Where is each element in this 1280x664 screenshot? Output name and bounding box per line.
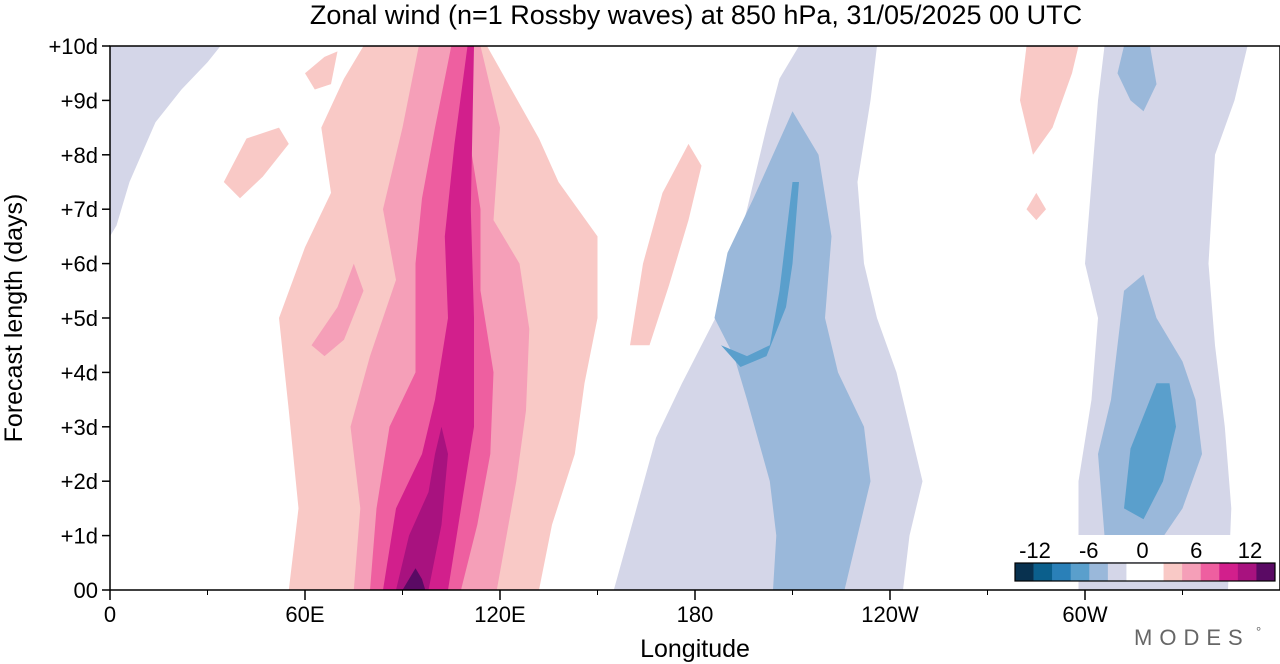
modes-logo: MODES °: [1134, 624, 1261, 650]
x-tick-label: 120E: [474, 602, 525, 627]
contour-fills: [110, 46, 1248, 590]
colorbar-label: -6: [1079, 538, 1099, 563]
positive-anomaly-band-east: [396, 426, 448, 590]
positive-anomaly-dateline: [630, 143, 702, 346]
negative-anomaly-northwest-corner: [110, 46, 221, 237]
positive-anomaly-upper-west: [305, 51, 338, 90]
positive-anomaly-upper-west: [223, 127, 289, 199]
x-axis-title: Longitude: [640, 635, 750, 663]
y-tick-label: +6d: [61, 252, 98, 277]
y-tick-label: +7d: [61, 197, 98, 222]
modes-logo-text: MODES: [1134, 625, 1250, 650]
y-tick-label: +9d: [61, 88, 98, 113]
colorbar-label: -12: [1019, 538, 1051, 563]
y-tick-label: +10d: [48, 34, 98, 59]
colorbar-swatch: [1163, 563, 1183, 581]
colorbar-swatch: [1107, 563, 1127, 581]
negative-anomaly-atlantic: [1124, 383, 1176, 520]
colorbar-label-background: [1012, 535, 1278, 562]
x-tick-label: 0: [104, 602, 116, 627]
colorbar-swatch: [1182, 563, 1202, 581]
colorbar-swatch: [1145, 563, 1164, 581]
positive-anomaly-band-east: [383, 46, 474, 590]
y-tick-label: +8d: [61, 143, 98, 168]
colorbar-swatch: [1219, 563, 1239, 581]
negative-anomaly-central-pacific: [721, 182, 799, 367]
colorbar-swatch: [1089, 563, 1109, 581]
colorbar-swatch: [1237, 563, 1257, 581]
x-tick-label: 120W: [861, 602, 919, 627]
y-tick-label: +2d: [61, 469, 98, 494]
colorbar-swatch: [1052, 563, 1072, 581]
positive-anomaly-far-east: [1020, 46, 1079, 155]
colorbar-label: 0: [1136, 538, 1148, 563]
chart-title: Zonal wind (n=1 Rossby waves) at 850 hPa…: [310, 0, 1082, 30]
colorbar-swatch: [1033, 563, 1053, 581]
colorbar-frame: [1014, 562, 1276, 582]
colorbar-label: 6: [1190, 538, 1202, 563]
positive-anomaly-band-east: [402, 568, 426, 590]
negative-anomaly-central-pacific: [714, 111, 871, 590]
colorbar-swatch: [1256, 563, 1276, 581]
colorbar-swatch: [1015, 563, 1034, 581]
y-axis-title: Forecast length (days): [0, 194, 28, 443]
y-tick-label: +1d: [61, 524, 98, 549]
modes-logo-mark: °: [1256, 624, 1261, 639]
negative-anomaly-atlantic: [1117, 46, 1157, 112]
colorbar-swatch: [1126, 563, 1146, 581]
positive-anomaly-far-east: [1026, 192, 1046, 221]
y-tick-label: +4d: [61, 360, 98, 385]
y-tick-label: 00: [74, 578, 98, 603]
positive-anomaly-upper-west: [311, 263, 364, 357]
colorbar: -12 -6 0 6 12: [1012, 535, 1278, 582]
y-tick-label: +3d: [61, 415, 98, 440]
y-tick-label: +5d: [61, 306, 98, 331]
x-tick-label: 180: [677, 602, 714, 627]
colorbar-swatch: [1070, 563, 1090, 581]
colorbar-label: 12: [1238, 538, 1262, 563]
axis-ticks: 0 60E 120E 180 120W 60W 00 +1d +2d +3d +4d +5d +6d +7…: [48, 34, 1183, 627]
x-tick-label: 60W: [1062, 602, 1107, 627]
x-tick-label: 60E: [285, 602, 324, 627]
colorbar-swatch: [1200, 563, 1220, 581]
